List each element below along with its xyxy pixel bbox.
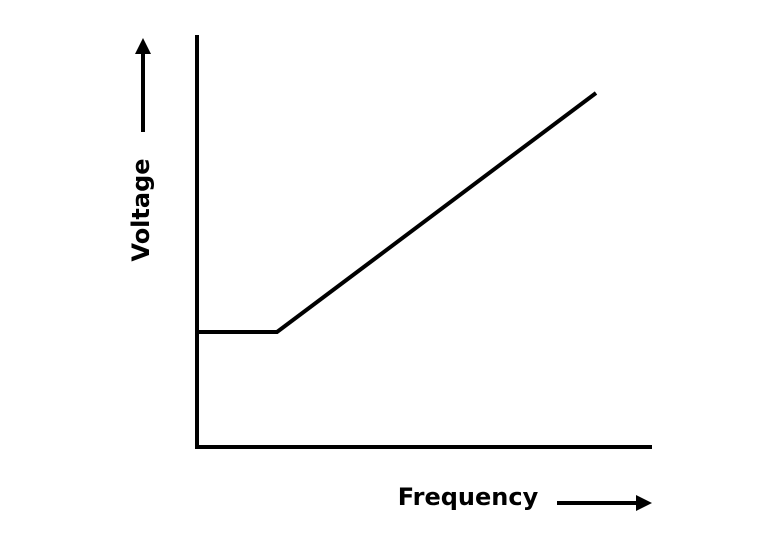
x-axis-label: Frequency [398,483,539,511]
curve [197,91,598,334]
y-axis-label: Voltage [127,158,155,261]
